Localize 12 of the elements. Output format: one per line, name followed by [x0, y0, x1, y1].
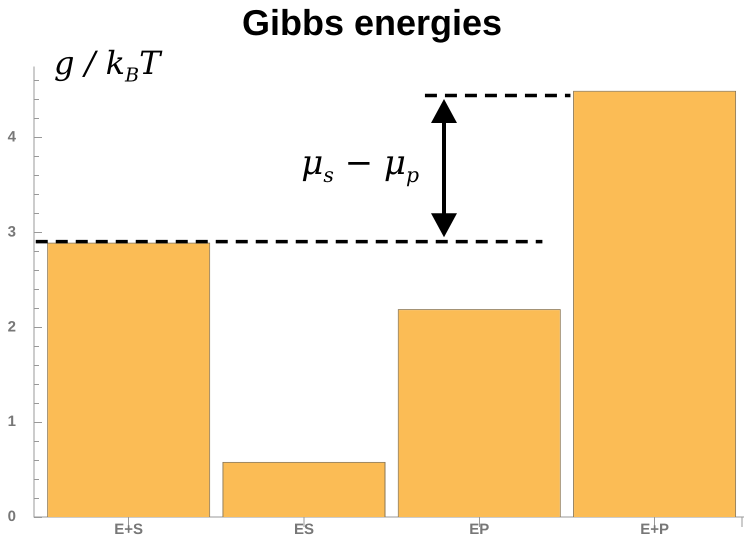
y-axis-title: g / k$_{B}$T [54, 44, 160, 86]
y-tick-label: 2 [8, 318, 16, 336]
x-tick-label: EP [469, 521, 490, 538]
annotation: μ$_{s}$ − μ$_{p}$ [301, 142, 420, 186]
chart-title: Gibbs energies [240, 2, 504, 44]
y-tick-label: 0 [8, 508, 16, 526]
y-tick-label: 4 [8, 128, 17, 146]
x-tick-label: E+P [640, 521, 669, 538]
y-tick-label: 3 [8, 223, 16, 240]
y-tick-label: 1 [8, 413, 16, 430]
x-tick-label: E+S [114, 521, 144, 538]
x-tick-label: ES [294, 521, 314, 538]
